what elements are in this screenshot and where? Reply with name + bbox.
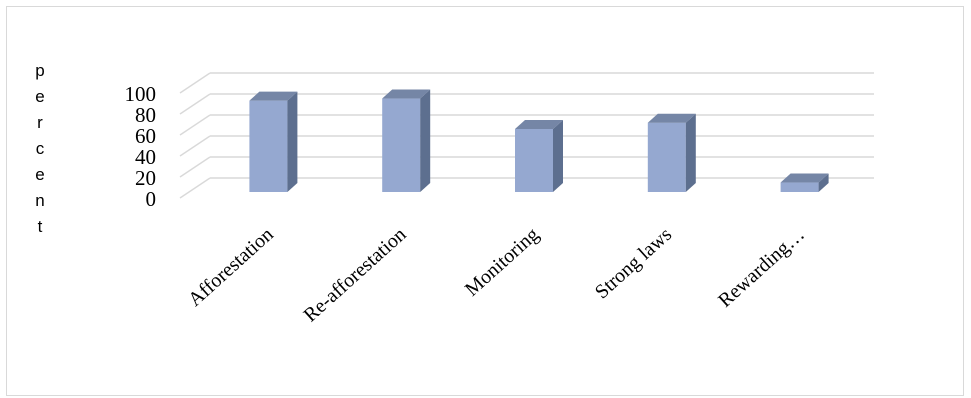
y-axis-label-letter-5: n	[35, 191, 45, 210]
y-tick-label: 80	[135, 103, 156, 127]
bar-2-front	[515, 129, 553, 192]
x-category-label: Afforestation	[184, 223, 278, 310]
grid-diagonal-100	[179, 72, 211, 94]
y-axis-label-letter-2: r	[37, 113, 43, 132]
y-tick-label: 20	[135, 166, 156, 190]
bar-4-front	[780, 182, 819, 192]
bar-1-top	[382, 89, 431, 99]
y-tick-label: 40	[135, 145, 156, 169]
bar-3-front	[647, 122, 686, 192]
grid-diagonal-20	[179, 156, 211, 178]
y-axis-label-letter-3: c	[35, 139, 45, 158]
grid-diagonal-80	[179, 93, 211, 115]
y-tick-label: 60	[135, 124, 156, 148]
bar-1-side	[420, 89, 431, 192]
y-axis-label-letter-1: e	[35, 87, 45, 106]
bar-2-side	[553, 120, 563, 192]
bar-0-top	[249, 91, 298, 101]
bar-0-front	[249, 100, 288, 192]
grid-diagonal-40	[179, 135, 211, 157]
x-category-label: Monitoring	[461, 223, 543, 300]
x-category-label: Strong laws	[591, 223, 676, 303]
bar-4-top	[780, 173, 829, 183]
y-axis-label-letter-0: p	[35, 61, 45, 80]
bar-4-side	[818, 173, 829, 192]
grid-diagonal-60	[179, 114, 211, 136]
y-axis-label-letter-6: t	[37, 217, 43, 236]
y-axis-label-letter-4: e	[35, 165, 45, 184]
bar-3-top	[647, 113, 696, 123]
x-category-label: Re-afforestation	[300, 223, 411, 326]
bar-2-top	[515, 120, 563, 129]
chart-frame	[6, 6, 964, 396]
y-tick-label: 0	[146, 187, 157, 211]
bar-0-side	[287, 91, 298, 192]
y-tick-label: 100	[125, 82, 157, 106]
grid-diagonal-0	[179, 177, 211, 199]
bar-3-side	[685, 113, 696, 192]
bar-1-front	[382, 98, 421, 192]
x-category-label: Rewarding…	[714, 223, 809, 311]
